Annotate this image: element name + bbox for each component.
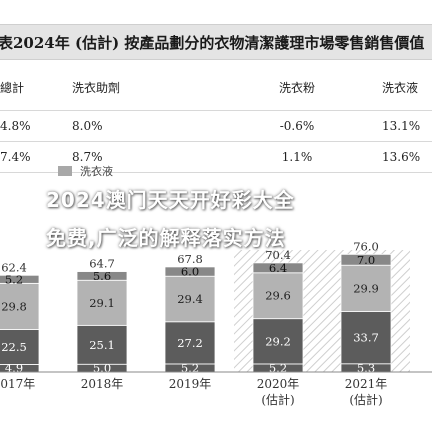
table-cell: 7.4% (0, 141, 62, 173)
table-cell: 8.7% (62, 141, 222, 173)
data-label: 33.7 (353, 331, 379, 345)
growth-table: 總計 洗衣助劑 洗衣粉 洗衣液 4.8% 8.0% -0.6% 13.1% 7.… (0, 64, 432, 173)
table-cell: 1.1% (222, 141, 372, 173)
bar-segment (252, 272, 304, 320)
data-label: 25.1 (89, 338, 115, 352)
total-label: 62.4 (1, 260, 27, 274)
legend-label: 洗衣液 (80, 164, 113, 178)
chart-title: 表2024年 (估計) 按產品劃分的衣物清潔護理市場零售銷售價值 (0, 34, 425, 52)
stacked-bar-chart: 洗衣液 4.922.529.85.262.45.025.129.15.664.7… (0, 164, 432, 407)
x-tick-label: 2020年 (257, 377, 300, 391)
bar-segment (252, 262, 304, 274)
table-cell: 13.6% (372, 141, 432, 173)
data-label: 29.1 (89, 296, 115, 310)
data-label: 7.0 (357, 253, 375, 267)
x-tick-label: (估計) (261, 392, 294, 407)
total-label: 76.0 (353, 239, 379, 253)
table-header: 洗衣助劑 (62, 64, 222, 111)
table-cell: 8.0% (62, 110, 222, 142)
bar-segment (0, 282, 40, 330)
bar-segment (76, 271, 128, 281)
x-tick-label: (估計) (349, 392, 382, 407)
bar-segment (340, 264, 392, 312)
table-row: 4.8% 8.0% -0.6% 13.1% (0, 110, 432, 142)
bar-segment (340, 253, 392, 266)
bar-segment (164, 266, 216, 277)
data-label: 29.6 (265, 289, 291, 303)
overlay-text-line2: 免费,广泛的解释落实方法 (46, 226, 286, 250)
chart-title-bar: 表2024年 (估計) 按產品劃分的衣物清潔護理市場零售銷售價值 (0, 24, 432, 60)
x-tick-label: 2019年 (169, 377, 212, 391)
data-label: 29.4 (177, 292, 203, 306)
x-tick-label: 2021年 (345, 377, 388, 391)
bar-segment (0, 274, 40, 284)
table-header: 洗衣粉 (222, 64, 372, 111)
data-label: 29.9 (353, 281, 379, 295)
data-label: 29.8 (1, 299, 27, 313)
bar-segment (76, 324, 128, 365)
data-label: 27.2 (177, 336, 203, 350)
table-header: 總計 (0, 64, 62, 111)
x-tick-label: 2018年 (81, 377, 124, 391)
table-cell: 4.8% (0, 110, 62, 142)
table-cell: 13.1% (372, 110, 432, 142)
data-label: 6.0 (181, 265, 199, 279)
x-axis-labels: 2017年2018年2019年2020年(估計)2021年(估計) (0, 377, 387, 407)
table-header: 洗衣液 (372, 64, 432, 111)
overlay-text-line1: 2024澳门天天开好彩大全 (46, 188, 295, 212)
total-label: 70.4 (265, 248, 291, 262)
data-label: 22.5 (1, 340, 27, 354)
data-label: 29.2 (265, 334, 291, 348)
data-label: 5.2 (269, 361, 287, 375)
table-header-row: 總計 洗衣助劑 洗衣粉 洗衣液 (0, 64, 432, 111)
bars-group: 4.922.529.85.262.45.025.129.15.664.75.22… (0, 239, 392, 375)
x-tick-label: 2017年 (0, 377, 35, 391)
total-label: 64.7 (89, 257, 115, 271)
data-label: 5.6 (93, 269, 111, 283)
data-label: 5.3 (357, 361, 375, 375)
data-label: 5.2 (181, 361, 199, 375)
bar-segment (0, 329, 40, 365)
table-cell: -0.6% (222, 110, 372, 142)
data-label: 6.4 (269, 261, 287, 275)
bar-segment (340, 311, 392, 365)
total-label: 67.8 (177, 252, 203, 266)
table-row: 7.4% 8.7% 1.1% 13.6% (0, 141, 432, 173)
legend-swatch (58, 166, 72, 176)
legend: 洗衣液 (58, 164, 113, 178)
data-label: 5.2 (5, 272, 23, 286)
bar-segment (164, 275, 216, 323)
